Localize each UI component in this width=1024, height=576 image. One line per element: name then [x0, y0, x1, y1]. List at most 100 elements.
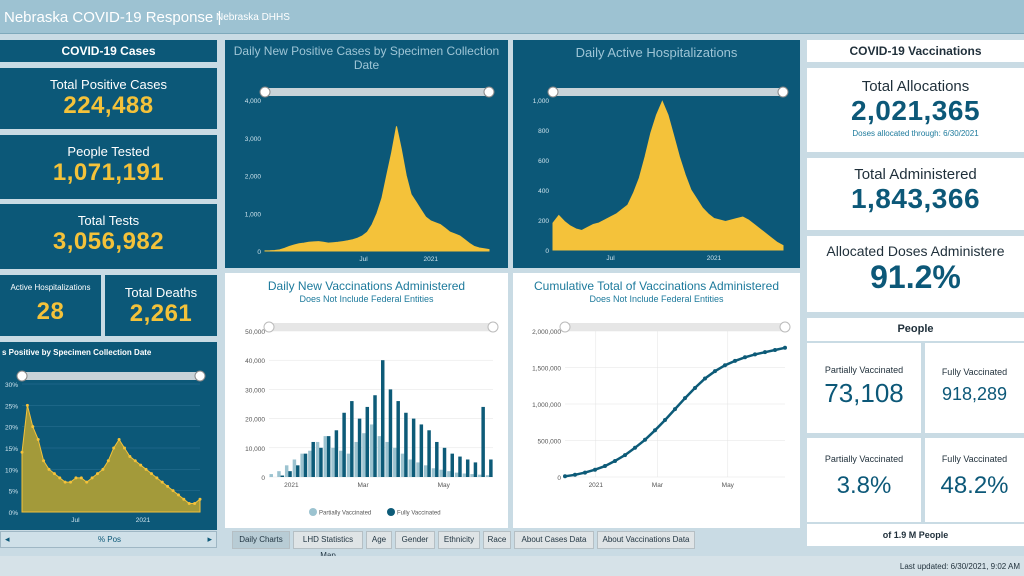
partial-pct-label: Partially Vaccinated [824, 454, 904, 464]
partial-count-label: Partially Vaccinated [824, 365, 904, 375]
bar-partially-vaccinated [269, 474, 273, 477]
total-alloc-value: 2,021,365 [850, 95, 981, 126]
bar-fully-vaccinated [465, 459, 470, 477]
bar-partially-vaccinated [308, 450, 312, 477]
range-slider-track [553, 88, 783, 96]
total-alloc-note: Doses allocated through: 6/30/2021 [852, 129, 979, 138]
y-tick-label: 0 [545, 248, 549, 255]
range-slider-handle [547, 86, 559, 98]
total-positive-card: Total Positive Cases 224,488 [0, 68, 217, 129]
bar-fully-vaccinated [319, 447, 323, 477]
range-slider-track [22, 372, 200, 380]
total-positive-label: Total Positive Cases [49, 77, 168, 92]
data-point [673, 407, 677, 412]
data-point [783, 345, 787, 350]
bar-fully-vaccinated [419, 424, 424, 477]
bar-partially-vaccinated [284, 465, 289, 477]
bar-partially-vaccinated [400, 453, 405, 477]
bar-partially-vaccinated [454, 472, 459, 477]
y-tick-label: 5% [9, 489, 19, 496]
y-tick-label: 20,000 [245, 417, 265, 424]
y-tick-label: 600 [538, 158, 549, 165]
total-deaths-value: 2,261 [129, 300, 193, 327]
tab-ethnicity[interactable]: Ethnicity [438, 531, 480, 549]
data-point [69, 480, 73, 484]
total-tests-card: Total Tests 3,056,982 [0, 204, 217, 269]
fully-pct-label: Fully Vaccinated [941, 454, 1008, 464]
data-point [166, 484, 170, 488]
data-point [182, 497, 186, 501]
data-point [703, 376, 707, 381]
people-tested-value: 1,071,191 [52, 159, 165, 186]
data-point [42, 459, 46, 463]
x-tick-label: Mar [652, 482, 664, 489]
data-point [90, 476, 94, 480]
tab-age[interactable]: Age [366, 531, 392, 549]
fully-count-value: 918,289 [941, 384, 1008, 404]
tab-about-cases-data[interactable]: About Cases Data [514, 531, 594, 549]
pct-positive-chart: 0% 5% 10% 15% 20% 25% 30% Jul 2021 [5, 370, 206, 524]
bar-fully-vaccinated [435, 441, 439, 477]
total-positive-value: 224,488 [63, 92, 154, 119]
y-tick-label: 40,000 [245, 358, 265, 365]
y-tick-label: 50,000 [245, 329, 265, 336]
y-tick-label: 400 [538, 188, 549, 195]
tab-race[interactable]: Race [483, 531, 511, 549]
tab-lhd-statistics-map[interactable]: LHD Statistics Map [293, 531, 363, 560]
data-point [85, 480, 89, 484]
y-tick-label: 15% [5, 446, 18, 453]
x-tick-label: 2021 [284, 482, 299, 489]
nav-left-arrow-icon[interactable]: ◂ [5, 534, 10, 544]
x-tick-label: 2021 [589, 482, 604, 489]
daily-vacc-title: Daily New Vaccinations Administered [267, 279, 466, 293]
pct-positive-panel: s Positive by Specimen Collection Date 0… [0, 342, 217, 530]
tab-about-vaccinations-data[interactable]: About Vaccinations Data [597, 531, 695, 549]
data-point [693, 385, 697, 390]
bar-partially-vaccinated [354, 441, 358, 477]
x-tick-label: Jul [359, 256, 368, 263]
data-point [117, 437, 121, 441]
partial-pct-value: 3.8% [836, 472, 892, 499]
bar-partially-vaccinated [346, 453, 351, 477]
bar-partially-vaccinated [385, 441, 389, 477]
total-alloc-card: Total Allocations 2,021,365 Doses alloca… [807, 68, 1024, 152]
data-point [52, 472, 56, 476]
data-point [139, 463, 143, 467]
y-tick-label: 1,500,000 [532, 366, 561, 373]
data-point [176, 493, 180, 497]
bar-fully-vaccinated [365, 406, 370, 477]
pct-nav-bar[interactable]: ◂ % Pos ▸ [0, 531, 217, 548]
bar-partially-vaccinated [292, 459, 297, 477]
range-slider-handle [16, 370, 28, 382]
y-tick-label: 10% [5, 467, 18, 474]
bar-fully-vaccinated [350, 401, 354, 477]
legend-swatch-partial [309, 508, 317, 516]
data-point [47, 467, 51, 471]
total-tests-label: Total Tests [77, 213, 140, 228]
partial-count-card: Partially Vaccinated 73,108 [807, 343, 921, 433]
series-area [552, 100, 784, 251]
x-tick-label: Jul [606, 255, 615, 262]
series-area [264, 126, 490, 252]
tab-gender[interactable]: Gender [395, 531, 435, 549]
bar-fully-vaccinated [342, 412, 346, 477]
y-tick-label: 800 [538, 128, 549, 135]
nav-right-arrow-icon[interactable]: ▸ [207, 534, 212, 544]
hospitalizations-chart: 0 200 400 600 800 1,000 Jul 2021 [533, 86, 789, 262]
range-slider-handle [259, 86, 271, 98]
data-point [613, 458, 617, 463]
data-point [683, 396, 687, 401]
range-slider-handle [559, 321, 571, 333]
bar-fully-vaccinated [388, 389, 393, 477]
bar-fully-vaccinated [373, 395, 377, 477]
data-point [74, 476, 78, 480]
bar-fully-vaccinated [427, 430, 431, 477]
pct-nav-label: % Pos [97, 535, 122, 544]
bar-partially-vaccinated [485, 475, 490, 477]
tab-daily-charts[interactable]: Daily Charts [232, 531, 290, 549]
bar-fully-vaccinated [311, 441, 315, 477]
bar-fully-vaccinated [411, 418, 416, 477]
x-tick-label: May [722, 482, 735, 489]
x-tick-label: 2021 [424, 256, 439, 263]
bar-fully-vaccinated [296, 465, 300, 477]
